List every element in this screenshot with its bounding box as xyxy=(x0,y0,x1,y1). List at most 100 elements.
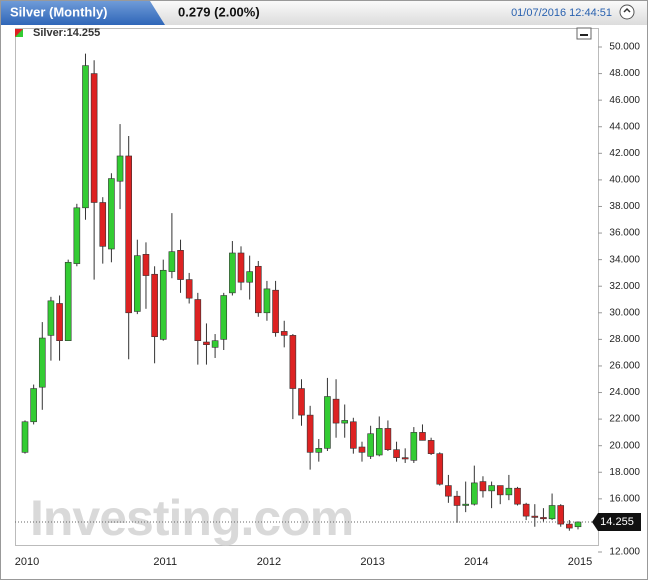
candle-body xyxy=(401,457,409,460)
candle-body xyxy=(203,341,210,345)
x-tick-label: 2015 xyxy=(568,556,592,568)
candle-body xyxy=(237,252,245,283)
candle-body xyxy=(38,337,46,388)
last-price-box xyxy=(592,513,641,532)
close-icon xyxy=(623,7,631,13)
candle-body xyxy=(531,515,539,518)
y-tick-label: 28.000 xyxy=(609,334,640,345)
candle-body xyxy=(505,487,513,496)
title-tab xyxy=(1,1,165,25)
y-tick-label: 32.000 xyxy=(609,281,640,292)
candle-body xyxy=(427,440,435,454)
candle-body xyxy=(350,421,357,449)
candle-body xyxy=(194,299,202,341)
candle-body xyxy=(272,289,279,334)
candle-body xyxy=(134,255,141,312)
candle-body xyxy=(280,331,288,336)
candle-body xyxy=(21,421,29,453)
candle-body xyxy=(185,279,193,299)
candle-body xyxy=(479,481,487,492)
y-tick-label: 34.000 xyxy=(609,254,640,265)
candle-body xyxy=(64,261,72,341)
y-tick-label: 42.000 xyxy=(609,148,640,159)
candle-body xyxy=(315,448,323,453)
y-tick-label: 12.000 xyxy=(609,547,640,558)
y-tick-label: 16.000 xyxy=(609,493,640,504)
y-tick-label: 48.000 xyxy=(609,68,640,79)
candle-body xyxy=(566,523,573,529)
candle-body xyxy=(108,178,115,250)
candle-body xyxy=(298,388,305,416)
chart-title: Silver (Monthly) xyxy=(10,4,108,19)
y-tick-label: 20.000 xyxy=(609,440,640,451)
y-tick-label: 46.000 xyxy=(609,95,640,106)
minimize-button[interactable] xyxy=(576,27,592,40)
legend-label: Silver:14.255 xyxy=(33,27,100,39)
candle-body xyxy=(540,517,547,520)
candle-body xyxy=(419,432,426,441)
candle-body xyxy=(522,503,530,517)
candle-body xyxy=(471,482,478,505)
y-tick-label: 50.000 xyxy=(609,42,640,53)
candle-body xyxy=(99,202,107,247)
candle-body xyxy=(574,521,582,528)
candle-body xyxy=(220,295,228,340)
candle-body xyxy=(254,265,262,314)
y-tick-label: 26.000 xyxy=(609,361,640,372)
y-tick-label: 44.000 xyxy=(609,121,640,132)
candle-body xyxy=(30,388,37,423)
candle-body xyxy=(56,303,63,341)
x-tick-label: 2012 xyxy=(257,556,281,568)
candle-body xyxy=(246,271,253,283)
y-tick-label: 30.000 xyxy=(609,307,640,318)
candle-body xyxy=(73,207,81,264)
x-tick-label: 2010 xyxy=(15,556,39,568)
candle-body xyxy=(410,432,418,461)
candle-body xyxy=(332,398,340,424)
candle-body xyxy=(384,428,392,450)
close-button[interactable] xyxy=(619,4,635,20)
candle-body xyxy=(367,433,374,457)
y-tick-label: 18.000 xyxy=(609,467,640,478)
last-price-label: 14.255 xyxy=(600,516,634,528)
plot-area xyxy=(15,28,599,546)
x-tick-label: 2014 xyxy=(464,556,488,568)
candle-body xyxy=(393,449,400,458)
candle-body xyxy=(548,505,556,520)
x-tick-label: 2011 xyxy=(153,556,177,568)
change: 0.279 (2.00%) xyxy=(178,4,260,19)
candle-body xyxy=(177,250,184,280)
candle-body xyxy=(436,453,444,485)
candle-body xyxy=(289,335,297,389)
candle-body xyxy=(229,252,236,294)
legend-icon-up xyxy=(15,29,23,37)
candle-body xyxy=(211,340,219,348)
candle-body xyxy=(488,485,495,492)
candle-body xyxy=(462,503,469,506)
x-tick-label: 2013 xyxy=(360,556,384,568)
candle-body xyxy=(82,65,89,209)
candle-body xyxy=(306,414,314,453)
candle-body xyxy=(116,155,124,182)
candle-body xyxy=(159,269,167,340)
candle-body xyxy=(263,288,271,314)
candle-body xyxy=(168,251,176,272)
candle-body xyxy=(324,396,331,449)
watermark: Investing.com xyxy=(30,490,353,546)
candle-body xyxy=(125,155,132,314)
candle-body xyxy=(47,300,55,336)
candle-body xyxy=(90,73,98,203)
y-tick-label: 40.000 xyxy=(609,175,640,186)
y-tick-label: 24.000 xyxy=(609,387,640,398)
y-tick-label: 38.000 xyxy=(609,201,640,212)
candle-body xyxy=(557,505,565,525)
candle-body xyxy=(142,254,150,276)
candle-body xyxy=(514,487,521,505)
timestamp: 01/07/2016 12:44:51 xyxy=(511,7,612,19)
candle-body xyxy=(358,446,366,453)
candle-body xyxy=(375,428,383,456)
y-tick-label: 22.000 xyxy=(609,414,640,425)
candle-body xyxy=(496,485,504,496)
candle-body xyxy=(151,273,158,338)
